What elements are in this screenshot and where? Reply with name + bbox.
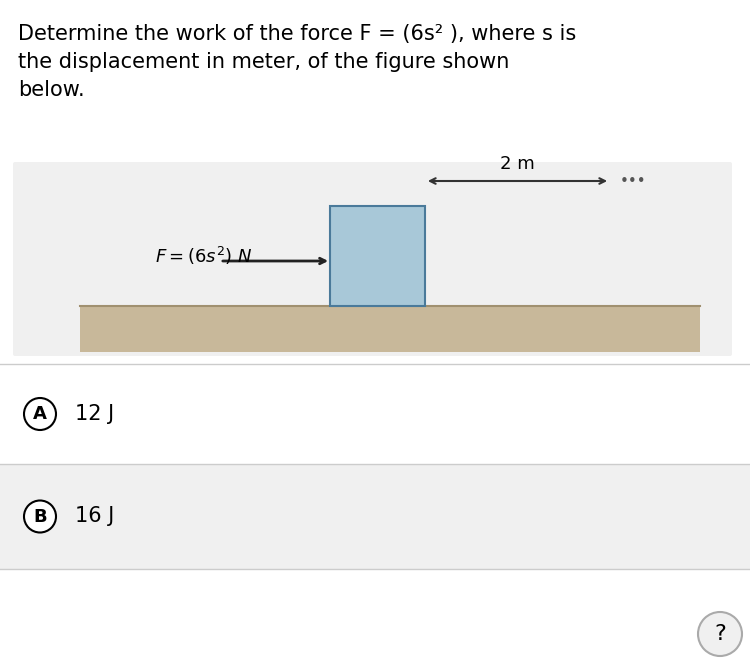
FancyBboxPatch shape: [80, 306, 700, 352]
Text: below.: below.: [18, 80, 85, 100]
Text: Determine the work of the force F = (6s² ), where s is: Determine the work of the force F = (6s²…: [18, 24, 576, 44]
Text: •••: •••: [620, 173, 646, 189]
Text: 2 m: 2 m: [500, 155, 535, 173]
Text: the displacement in meter, of the figure shown: the displacement in meter, of the figure…: [18, 52, 509, 72]
Text: 12 J: 12 J: [75, 404, 114, 424]
FancyBboxPatch shape: [13, 162, 732, 356]
FancyBboxPatch shape: [0, 364, 750, 464]
Text: ?: ?: [714, 624, 726, 644]
Text: A: A: [33, 405, 47, 423]
Text: B: B: [33, 507, 46, 525]
Text: 16 J: 16 J: [75, 507, 114, 527]
Circle shape: [698, 612, 742, 656]
Circle shape: [24, 501, 56, 533]
FancyBboxPatch shape: [0, 464, 750, 569]
Text: $F = (6s^2)$ N: $F = (6s^2)$ N: [155, 245, 252, 267]
Circle shape: [24, 398, 56, 430]
FancyBboxPatch shape: [330, 206, 425, 306]
